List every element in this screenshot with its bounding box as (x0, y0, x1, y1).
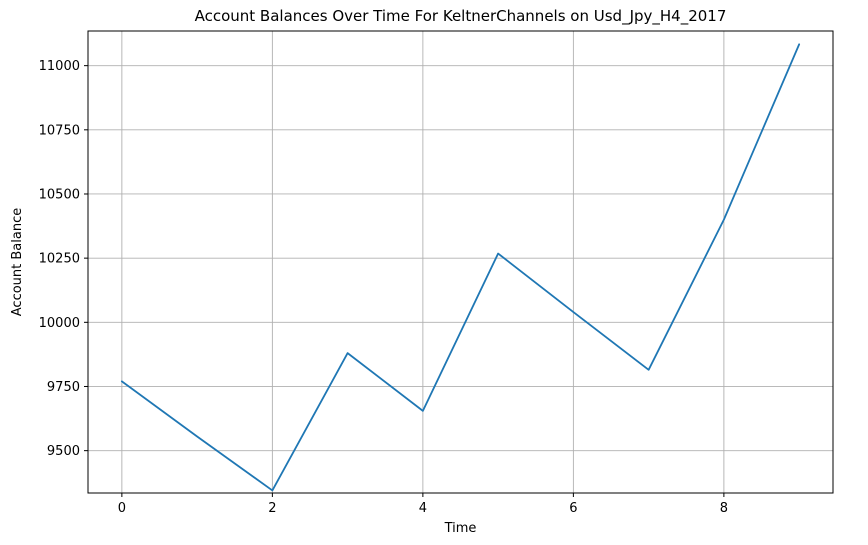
x-tick-label: 4 (419, 501, 427, 516)
y-axis-label: Account Balance (10, 208, 25, 316)
y-tick-label: 9750 (47, 380, 80, 395)
y-tick-label: 10000 (39, 316, 80, 331)
y-tick-label: 9500 (47, 444, 80, 459)
chart-title: Account Balances Over Time For KeltnerCh… (195, 7, 727, 26)
y-tick-label: 10500 (39, 187, 80, 202)
y-tick-label: 10250 (39, 252, 80, 267)
y-tick-label: 10750 (39, 123, 80, 138)
y-tick-label: 11000 (39, 59, 80, 74)
series-layer (120, 43, 801, 492)
x-tick-label: 0 (118, 501, 126, 516)
x-tick-label: 8 (720, 501, 728, 516)
grid (88, 31, 833, 493)
x-tick-label: 6 (569, 501, 577, 516)
x-tick-label: 2 (268, 501, 276, 516)
plot-frame (87, 30, 834, 494)
x-axis-label: Time (444, 521, 477, 536)
ticks: 0 2 4 6 8 9500 9750 10000 10250 10500 10750 11000 (39, 59, 728, 516)
series-line (120, 43, 801, 492)
